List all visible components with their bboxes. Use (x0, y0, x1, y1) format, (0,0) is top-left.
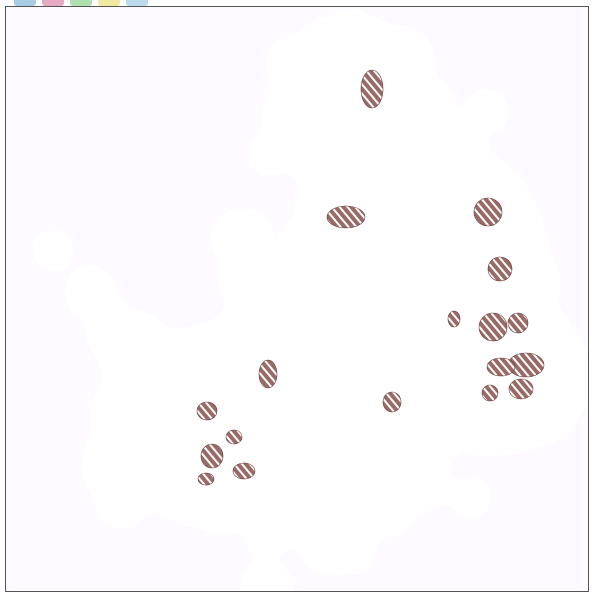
density-blob (367, 488, 405, 526)
density-blobs (40, 18, 578, 591)
swatch-green[interactable] (70, 0, 92, 6)
hotspot-hatch (197, 472, 215, 486)
swatch-yellow[interactable] (98, 0, 120, 6)
density-blob (310, 91, 342, 123)
hotspot-hatches (196, 69, 545, 486)
hotspot-hatch (508, 378, 534, 400)
density-blob (343, 539, 369, 565)
hotspot-hatch (232, 462, 256, 480)
density-blob (386, 57, 422, 93)
density-blob (275, 46, 307, 78)
density-blob (312, 538, 340, 566)
hotspot-hatch (487, 256, 513, 282)
density-blob (337, 18, 365, 46)
hotspot-hatch (486, 357, 516, 377)
density-blob (347, 258, 385, 296)
density-blob (268, 509, 294, 535)
density-blob (458, 484, 484, 510)
density-blob (424, 235, 468, 279)
density-blob (412, 473, 440, 501)
density-blob (95, 304, 121, 330)
density-blob (379, 230, 423, 274)
hotspot-hatch (478, 312, 508, 342)
hotspot-hatch (196, 401, 218, 421)
density-blob (142, 463, 180, 501)
density-heatmap (40, 18, 578, 591)
density-blob (235, 221, 263, 249)
density-blob (390, 291, 422, 323)
density-blob (320, 341, 352, 373)
hotspot-hatch (360, 69, 384, 109)
hotspot-hatch (507, 312, 529, 334)
density-blob (120, 321, 152, 353)
density-blob (102, 393, 140, 431)
density-blob (40, 237, 66, 263)
density-blob (224, 475, 268, 519)
hotspot-hatch (481, 384, 499, 402)
density-blob (230, 259, 258, 287)
density-blob (272, 103, 304, 135)
density-blob (110, 346, 142, 378)
density-blob (75, 276, 107, 308)
swatch-strip (14, 0, 148, 6)
hotspot-hatch (326, 205, 366, 229)
hotspot-hatch (382, 391, 402, 413)
density-blob (345, 346, 377, 378)
swatch-blue[interactable] (14, 0, 36, 6)
density-blob (472, 98, 500, 126)
swatch-lightblue[interactable] (126, 0, 148, 6)
density-blob (105, 486, 137, 518)
heatmap-frame[interactable] (5, 6, 589, 592)
hotspot-hatch (225, 429, 243, 445)
density-blob (308, 29, 340, 61)
density-blob (260, 584, 282, 591)
density-blob (412, 86, 444, 118)
density-blob (424, 370, 468, 414)
density-blob (464, 400, 508, 444)
density-blob (360, 31, 392, 63)
hotspot-hatch (200, 443, 224, 469)
density-blob (253, 526, 279, 552)
density-blob (290, 136, 322, 168)
density-blob (320, 371, 352, 403)
density-blob (95, 324, 121, 350)
density-blob (527, 393, 565, 431)
density-blob (402, 318, 440, 356)
hotspot-hatch (447, 310, 461, 328)
swatch-pink[interactable] (42, 0, 64, 6)
hotspot-hatch (258, 359, 278, 389)
density-blob (293, 399, 319, 425)
density-blob (92, 458, 120, 486)
hotspot-hatch (473, 197, 503, 227)
density-blob (115, 461, 147, 493)
density-blob (255, 141, 281, 167)
